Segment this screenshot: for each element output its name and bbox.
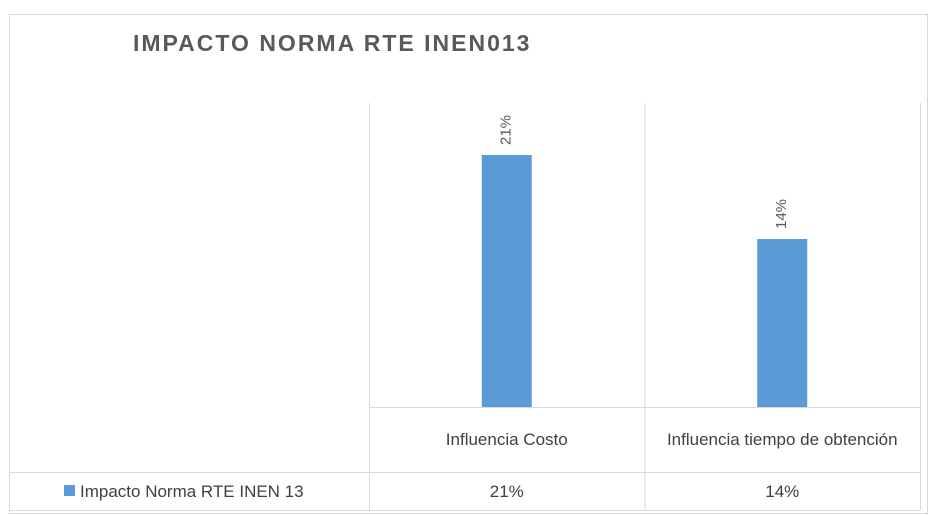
legend-swatch	[64, 485, 75, 496]
legend-label: Impacto Norma RTE INEN 13	[80, 481, 304, 501]
data-label: 14%	[773, 199, 790, 229]
chart-border	[9, 14, 928, 514]
x-tick-label: Influencia Costo	[445, 430, 568, 449]
data-label: 21%	[498, 115, 515, 145]
x-tick-label: Influencia tiempo de obtención	[666, 430, 898, 449]
chart-title: IMPACTO NORMA RTE INEN013	[133, 30, 532, 56]
bar	[757, 239, 808, 407]
bar	[481, 155, 532, 407]
table-value: 14%	[765, 481, 800, 501]
table-value: 21%	[489, 481, 524, 501]
